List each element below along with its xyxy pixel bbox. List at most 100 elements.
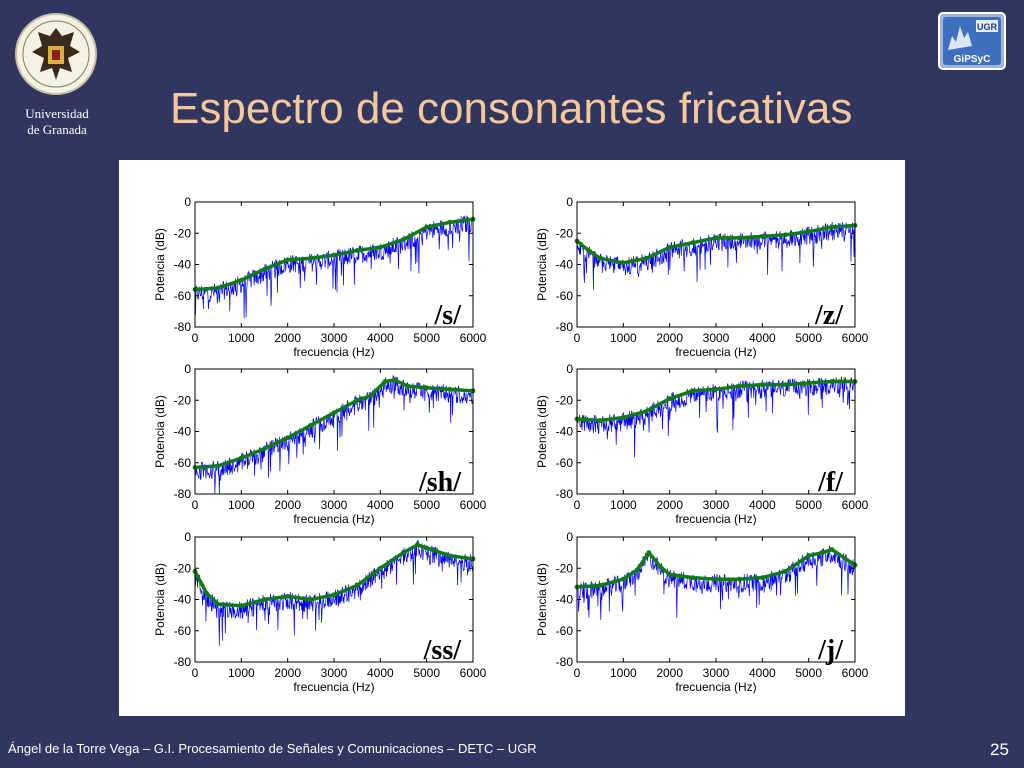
envelope-point — [634, 567, 640, 573]
envelope-point — [586, 248, 591, 253]
envelope-point — [215, 601, 221, 607]
logo-text-ugr: UGR — [977, 22, 998, 32]
envelope-point — [285, 593, 291, 599]
envelope-point — [713, 235, 719, 241]
y-axis-label: Potencia (dB) — [153, 228, 167, 301]
phoneme-label: /z/ — [814, 300, 844, 331]
x-tick-label: 1000 — [610, 498, 637, 512]
footer-text: Ángel de la Torre Vega – G.I. Procesamie… — [8, 741, 537, 756]
x-tick-label: 0 — [574, 498, 581, 512]
x-tick-label: 4000 — [367, 666, 394, 680]
x-tick-label: 1000 — [610, 666, 637, 680]
x-tick-label: 5000 — [795, 498, 822, 512]
y-axis-label: Potencia (dB) — [535, 228, 549, 301]
x-tick-label: 4000 — [749, 666, 776, 680]
x-axis-label: frecuencia (Hz) — [675, 345, 756, 359]
x-tick-label: 2000 — [274, 331, 301, 345]
envelope-point — [308, 255, 314, 261]
x-tick-label: 6000 — [460, 331, 487, 345]
x-tick-label: 0 — [192, 331, 199, 345]
university-name-line2: de Granada — [27, 122, 87, 137]
phoneme-label: /f/ — [817, 467, 844, 498]
x-tick-label: 2000 — [656, 331, 683, 345]
envelope-point — [806, 553, 812, 559]
envelope-point — [405, 383, 411, 389]
slide-title: Espectro de consonantes fricativas — [170, 84, 853, 133]
envelope-point — [597, 418, 603, 423]
x-axis-label: frecuencia (Hz) — [675, 680, 756, 694]
envelope-point — [806, 380, 812, 386]
envelope-point — [354, 248, 360, 253]
x-tick-label: 5000 — [413, 498, 440, 512]
envelope-point — [820, 550, 825, 556]
y-tick-label: -40 — [174, 593, 192, 607]
envelope-point — [447, 219, 453, 225]
x-tick-label: 2000 — [656, 498, 683, 512]
envelope-point — [690, 240, 696, 246]
envelope-point — [331, 252, 337, 258]
y-tick-label: -80 — [174, 487, 192, 501]
university-name: Universidad de Granada — [10, 106, 104, 138]
x-tick-label: 1000 — [228, 666, 255, 680]
y-axis-label: Potencia (dB) — [535, 395, 549, 468]
y-tick-label: -60 — [174, 456, 192, 470]
university-name-line1: Universidad — [25, 106, 89, 121]
envelope-point — [806, 229, 812, 235]
x-tick-label: 4000 — [749, 498, 776, 512]
x-tick-label: 2000 — [274, 498, 301, 512]
envelope-point — [736, 235, 742, 241]
x-tick-label: 4000 — [367, 498, 394, 512]
y-tick-label: -20 — [556, 393, 574, 407]
x-tick-label: 1000 — [228, 498, 255, 512]
envelope-point — [368, 393, 374, 398]
y-tick-label: -80 — [556, 655, 574, 669]
x-axis-label: frecuencia (Hz) — [675, 512, 756, 526]
envelope-point — [783, 568, 788, 574]
envelope-point — [597, 583, 603, 588]
envelope-point — [736, 383, 742, 389]
y-tick-label: -80 — [174, 320, 192, 334]
envelope-point — [667, 572, 673, 577]
phoneme-label: /ss/ — [423, 635, 463, 666]
x-tick-label: 3000 — [321, 331, 348, 345]
x-tick-label: 0 — [574, 666, 581, 680]
x-tick-label: 6000 — [460, 666, 487, 680]
y-tick-label: -40 — [556, 258, 574, 272]
y-tick-label: -60 — [174, 289, 192, 303]
envelope-point — [447, 386, 453, 392]
envelope-point — [667, 396, 673, 402]
envelope-point — [829, 379, 835, 384]
envelope-point — [736, 576, 742, 582]
envelope-point — [401, 550, 406, 556]
y-tick-label: -20 — [174, 393, 192, 407]
envelope-point — [620, 415, 626, 420]
y-axis-label: Potencia (dB) — [535, 563, 549, 636]
x-tick-label: 5000 — [413, 666, 440, 680]
envelope-point — [759, 233, 765, 239]
envelope-point — [415, 542, 420, 548]
envelope-point — [331, 410, 337, 416]
x-tick-label: 3000 — [321, 666, 348, 680]
envelope-point — [424, 385, 430, 391]
envelope-point — [829, 224, 835, 230]
envelope-point — [759, 575, 765, 581]
envelope-point — [424, 224, 430, 230]
y-tick-label: -60 — [174, 624, 192, 638]
envelope-point — [597, 255, 603, 261]
page-number: 25 — [990, 740, 1009, 759]
envelope-point — [690, 575, 696, 581]
y-tick-label: 0 — [566, 195, 573, 209]
envelope-point — [424, 545, 430, 551]
envelope-point — [354, 583, 360, 588]
logo-text-gipsyc: GiPSyC — [954, 54, 991, 65]
envelope-point — [620, 260, 626, 266]
y-tick-label: -60 — [556, 456, 574, 470]
y-tick-label: -40 — [174, 258, 192, 272]
envelope-point — [829, 547, 835, 552]
y-tick-label: 0 — [184, 362, 191, 376]
envelope-point — [713, 386, 719, 392]
y-tick-label: -80 — [556, 487, 574, 501]
university-seal-logo — [14, 12, 98, 96]
x-axis-label: frecuencia (Hz) — [293, 680, 374, 694]
y-tick-label: 0 — [184, 530, 191, 544]
